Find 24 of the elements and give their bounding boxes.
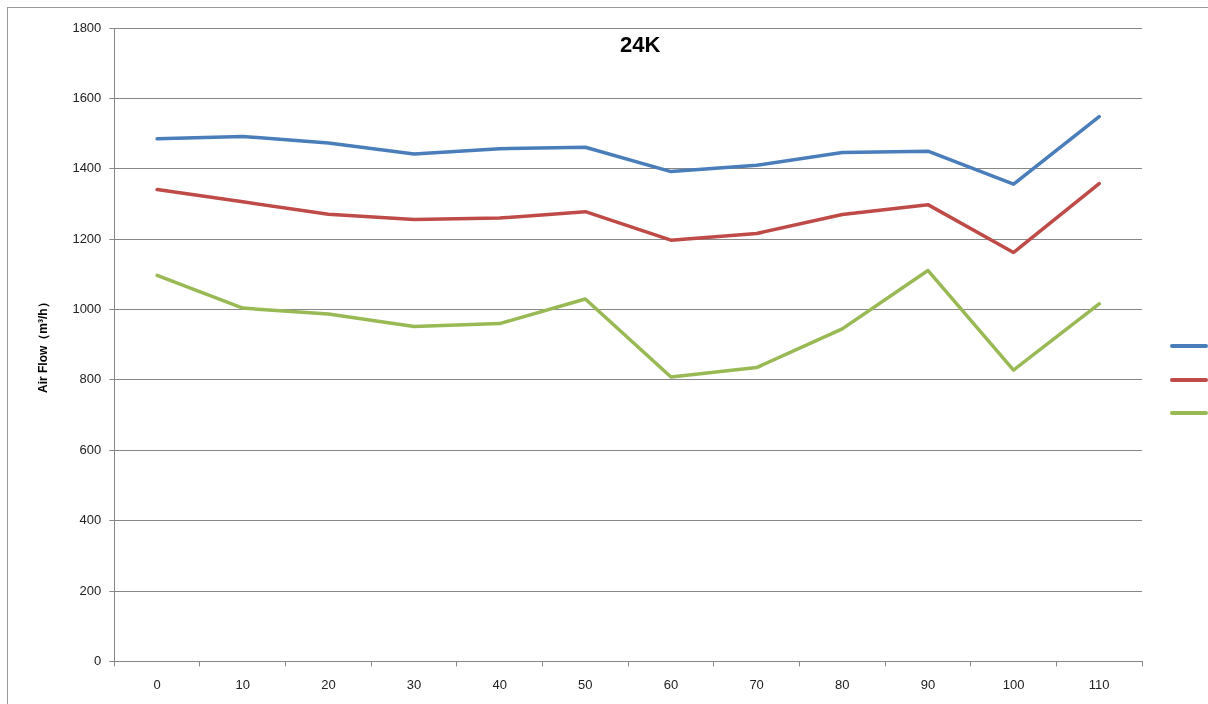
x-tick-label: 60	[663, 676, 679, 692]
chart-title: 24K	[619, 32, 661, 58]
x-tick-label: 20	[321, 676, 336, 692]
y-tick-label: 1200	[72, 230, 102, 246]
x-tick-label: 110	[1088, 676, 1110, 692]
y-tick-label: 1600	[72, 89, 102, 105]
x-tick-label: 10	[235, 676, 251, 692]
y-tick-label: 1400	[72, 160, 102, 176]
x-tick-label: 50	[578, 676, 593, 692]
y-tick-label: 0	[94, 652, 102, 668]
y-tick-label: 600	[79, 441, 102, 457]
x-tick-label: 100	[1002, 676, 1025, 692]
x-tick-label: 40	[492, 676, 507, 692]
x-tick-label: 90	[920, 676, 936, 692]
y-tick-label: 800	[79, 371, 102, 387]
y-tick-label: 1000	[72, 301, 102, 317]
x-tick-label: 80	[835, 676, 850, 692]
y-axis-title: Air Flow（m³/h）	[35, 296, 50, 394]
x-tick-label: 70	[749, 676, 764, 692]
y-tick-label: 1800	[72, 19, 102, 35]
x-tick-label: 30	[406, 676, 422, 692]
x-tick-label: 0	[153, 676, 161, 692]
y-tick-label: 200	[79, 582, 102, 598]
y-tick-label: 400	[79, 512, 102, 528]
